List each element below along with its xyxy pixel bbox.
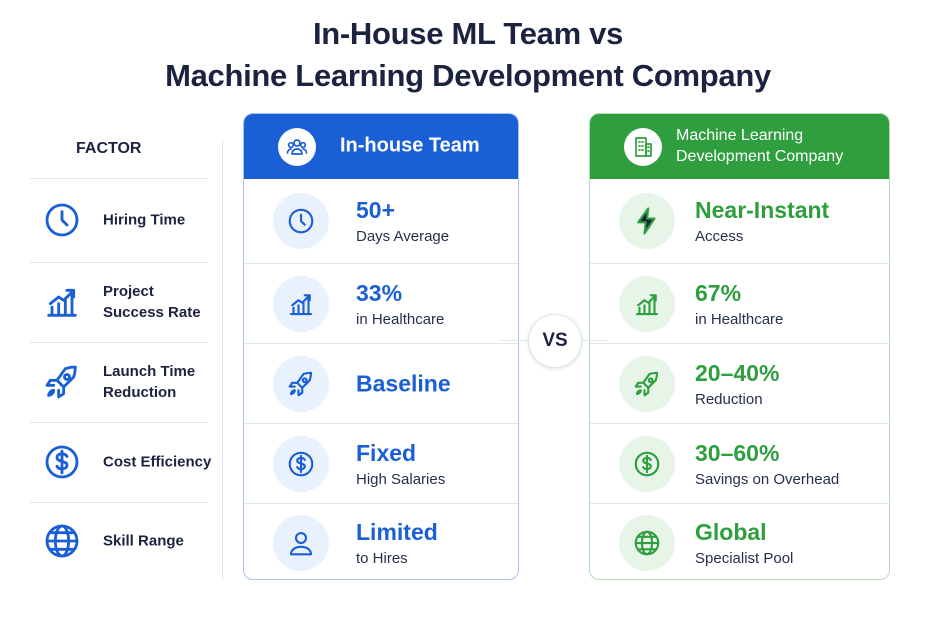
icon	[635, 137, 652, 157]
comparison-row: 33% in Healthcare	[244, 263, 518, 344]
column-title: In-house Team	[340, 134, 480, 157]
row-icon	[619, 193, 675, 249]
icon	[286, 139, 308, 155]
row-main: Near-Instant	[695, 197, 830, 223]
icon	[45, 524, 79, 558]
factor-label: Hiring Time	[103, 211, 186, 229]
row-separator	[30, 342, 208, 343]
row-main: Limited	[356, 519, 438, 545]
row-separator	[30, 502, 208, 503]
row-sub: Reduction	[695, 391, 763, 408]
comparison-row: 30–60% Savings on Overhead	[590, 423, 889, 504]
comparison-row: Near-Instant Access	[590, 179, 889, 263]
factor-icon	[42, 362, 82, 402]
row-icon	[619, 515, 675, 571]
icon	[634, 530, 660, 556]
icon	[634, 371, 659, 397]
row-main: 50+	[356, 197, 396, 223]
row-main: Global	[695, 519, 767, 545]
comparison-row: 67% in Healthcare	[590, 263, 889, 344]
icon	[45, 445, 79, 479]
row-text: 30–60% Savings on Overhead	[695, 440, 839, 488]
column-title: Machine Learning Development Company	[676, 127, 844, 165]
row-main: 33%	[356, 280, 403, 306]
factor-label: Launch Time Reduction	[103, 363, 196, 401]
title: Machine Learning Development Company	[165, 58, 771, 93]
column-header: Machine Learning Development Company	[590, 114, 889, 179]
row-icon	[273, 515, 329, 571]
row-sub: High Salaries	[356, 471, 446, 488]
header-icon	[624, 128, 662, 166]
comparison-row: Baseline	[244, 343, 518, 424]
row-icon	[273, 436, 329, 492]
factor-heading: FACTOR	[76, 140, 142, 157]
factor-icon	[42, 282, 82, 322]
icon	[289, 294, 313, 316]
divider	[222, 140, 223, 580]
comparison-row: Limited to Hires	[244, 503, 518, 579]
factor-icon	[42, 200, 82, 240]
row-icon	[273, 356, 329, 412]
comparison-row: 20–40% Reduction	[590, 343, 889, 424]
row-text: 20–40% Reduction	[695, 360, 779, 408]
row-sub: Specialist Pool	[695, 550, 794, 567]
title: In-House ML Team vs	[312, 16, 624, 51]
column-header: In-house Team	[244, 114, 518, 179]
vs-badge: VS	[528, 314, 582, 368]
row-icon	[619, 356, 675, 412]
comparison-row: Global Specialist Pool	[590, 503, 889, 579]
row-main: 30–60%	[695, 440, 780, 466]
row-main: 20–40%	[695, 360, 780, 386]
factor-label: Cost Efficiency	[103, 453, 212, 471]
icon	[637, 207, 656, 235]
icon	[634, 451, 660, 477]
column-card: In-house Team 50+ Days Average 33% in Health…	[243, 113, 519, 580]
factor-label: Project Success Rate	[103, 283, 201, 321]
icon	[635, 294, 659, 316]
row-icon	[619, 436, 675, 492]
icon	[289, 531, 313, 556]
factor-icon	[42, 442, 82, 482]
row-main: Fixed	[356, 440, 417, 466]
icon	[288, 371, 313, 397]
row-text: 50+ Days Average	[356, 197, 449, 245]
row-icon	[273, 193, 329, 249]
row-sub: to Hires	[356, 550, 408, 567]
column-card: Machine Learning Development Company Near…	[589, 113, 890, 580]
icon	[288, 208, 314, 234]
row-text: 33% in Healthcare	[356, 280, 444, 328]
comparison-row: Fixed High Salaries	[244, 423, 518, 504]
row-sub: Savings on Overhead	[695, 471, 840, 488]
factor-label: Skill Range	[103, 532, 184, 550]
icon	[45, 365, 77, 399]
row-main: Baseline	[356, 370, 451, 397]
factor-icon	[42, 521, 82, 561]
icon	[47, 288, 77, 317]
row-text: Near-Instant Access	[695, 197, 829, 245]
row-text: 67% in Healthcare	[695, 280, 783, 328]
row-sub: in Healthcare	[695, 311, 784, 328]
icon	[45, 203, 79, 237]
comparison-row: 50+ Days Average	[244, 179, 518, 263]
row-text: Baseline	[356, 371, 451, 398]
row-sub: Access	[695, 228, 744, 245]
row-icon	[619, 276, 675, 332]
row-text: Limited to Hires	[356, 519, 438, 567]
header-icon	[278, 128, 316, 166]
row-icon	[273, 276, 329, 332]
row-main: 67%	[695, 280, 742, 306]
row-sub: Days Average	[356, 228, 450, 245]
row-text: Global Specialist Pool	[695, 519, 793, 567]
row-separator	[30, 262, 208, 263]
row-separator	[30, 422, 208, 423]
row-text: Fixed High Salaries	[356, 440, 445, 488]
icon	[288, 451, 314, 477]
row-separator	[30, 178, 208, 179]
row-sub: in Healthcare	[356, 311, 445, 328]
